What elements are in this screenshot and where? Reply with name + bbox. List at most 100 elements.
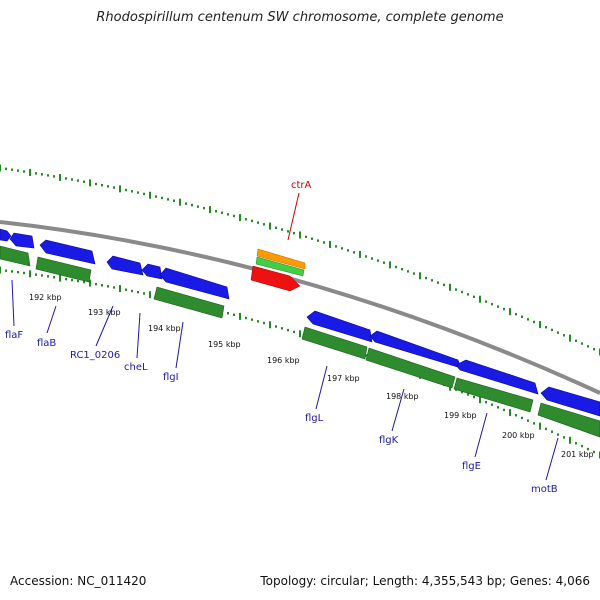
gene-forward[interactable] (369, 330, 462, 369)
track-dot (137, 191, 139, 194)
track-dot (581, 342, 583, 345)
track-dot (587, 447, 589, 451)
track-dot (155, 195, 157, 198)
track-dot (461, 290, 463, 294)
track-major-tick (29, 270, 31, 278)
track-dot (551, 328, 553, 332)
track-dot (545, 326, 547, 329)
forward-genes (0, 228, 600, 417)
cds-red-arrow[interactable] (250, 265, 301, 292)
track-dot (353, 251, 355, 254)
track-dot (455, 288, 457, 291)
track-dot (497, 406, 499, 409)
track-dot (425, 276, 427, 280)
track-dot (461, 390, 463, 394)
leader-line (315, 365, 328, 410)
genome-summary-text: Topology: circular; Length: 4,355,543 bp… (260, 574, 590, 588)
gene-forward[interactable] (159, 267, 230, 300)
track-dot (533, 422, 535, 425)
track-major-tick (479, 396, 481, 404)
gene-forward[interactable] (9, 232, 35, 249)
track-dot (245, 218, 247, 221)
track-major-tick (0, 164, 1, 172)
track-dot (527, 318, 529, 321)
track-major-tick (539, 321, 541, 329)
gene-label-ctra[interactable]: ctrA (291, 180, 312, 191)
leader-line (391, 388, 405, 432)
gene-label[interactable]: flgE (462, 461, 481, 472)
track-dot (71, 278, 73, 282)
gene-forward[interactable] (39, 239, 96, 265)
track-dot (293, 330, 295, 334)
track-dot (395, 265, 397, 269)
track-major-tick (329, 240, 331, 248)
gene-reverse[interactable] (537, 402, 600, 438)
track-dot (443, 283, 445, 287)
gene-reverse[interactable] (153, 286, 225, 319)
track-dot (365, 255, 367, 258)
leader-line (136, 312, 141, 359)
gene-reverse[interactable] (365, 347, 456, 389)
gene-reverse[interactable] (0, 245, 31, 267)
gene-forward[interactable] (0, 228, 12, 242)
gene-reverse[interactable] (35, 256, 92, 283)
track-dot (467, 393, 469, 396)
gene-forward[interactable] (540, 386, 600, 417)
track-major-tick (239, 312, 241, 320)
track-dot (227, 213, 229, 216)
track-dot (95, 182, 97, 186)
track-dot (557, 331, 559, 334)
track-dot (131, 190, 133, 193)
track-major-tick (509, 409, 511, 417)
track-dot (311, 237, 313, 240)
accession-text: Accession: NC_011420 (10, 574, 147, 588)
track-dot (131, 289, 133, 293)
gene-forward[interactable] (306, 310, 373, 343)
track-dot (485, 400, 487, 404)
track-dot (401, 267, 403, 271)
track-dot (431, 279, 433, 282)
track-dot (437, 281, 439, 284)
gene-label[interactable]: cheL (124, 362, 148, 373)
gene-label[interactable]: RC1_0206 (70, 350, 120, 361)
leader-line (545, 437, 559, 481)
gene-forward[interactable] (141, 263, 163, 280)
track-major-tick (0, 266, 1, 274)
gene-reverse[interactable] (301, 326, 368, 360)
gene-label[interactable]: flgL (305, 413, 324, 424)
track-dot (251, 219, 253, 223)
gene-label[interactable]: flgI (163, 372, 179, 383)
track-dot (473, 295, 475, 298)
track-dot (365, 354, 367, 357)
track-dot (527, 419, 529, 422)
cds-green-bar[interactable] (255, 256, 305, 277)
track-dot (575, 441, 577, 445)
track-dot (485, 300, 487, 303)
gene-label[interactable]: flaB (37, 338, 56, 349)
track-major-tick (209, 206, 211, 214)
track-dot (137, 290, 139, 294)
track-major-tick (179, 198, 181, 206)
track-major-tick (389, 261, 391, 269)
track-major-tick (449, 283, 451, 291)
kbp-tick-label: 195 kbp (208, 340, 241, 349)
track-dot (467, 293, 469, 296)
track-major-tick (569, 436, 571, 444)
ctra-features (250, 248, 306, 292)
gene-label[interactable]: flaF (5, 330, 23, 341)
cds-orange-bar[interactable] (256, 248, 306, 270)
kbp-tick-label: 197 kbp (327, 374, 360, 383)
gene-forward[interactable] (455, 359, 539, 395)
gene-reverse[interactable] (453, 377, 534, 413)
track-dot (125, 188, 127, 192)
kbp-tick-label: 194 kbp (148, 324, 181, 333)
gene-forward[interactable] (106, 255, 144, 276)
track-dot (5, 167, 7, 171)
track-dot (143, 192, 145, 196)
track-dot (125, 288, 127, 291)
track-dot (473, 395, 475, 399)
gene-label[interactable]: flgK (379, 435, 399, 446)
gene-label[interactable]: motB (531, 484, 558, 495)
